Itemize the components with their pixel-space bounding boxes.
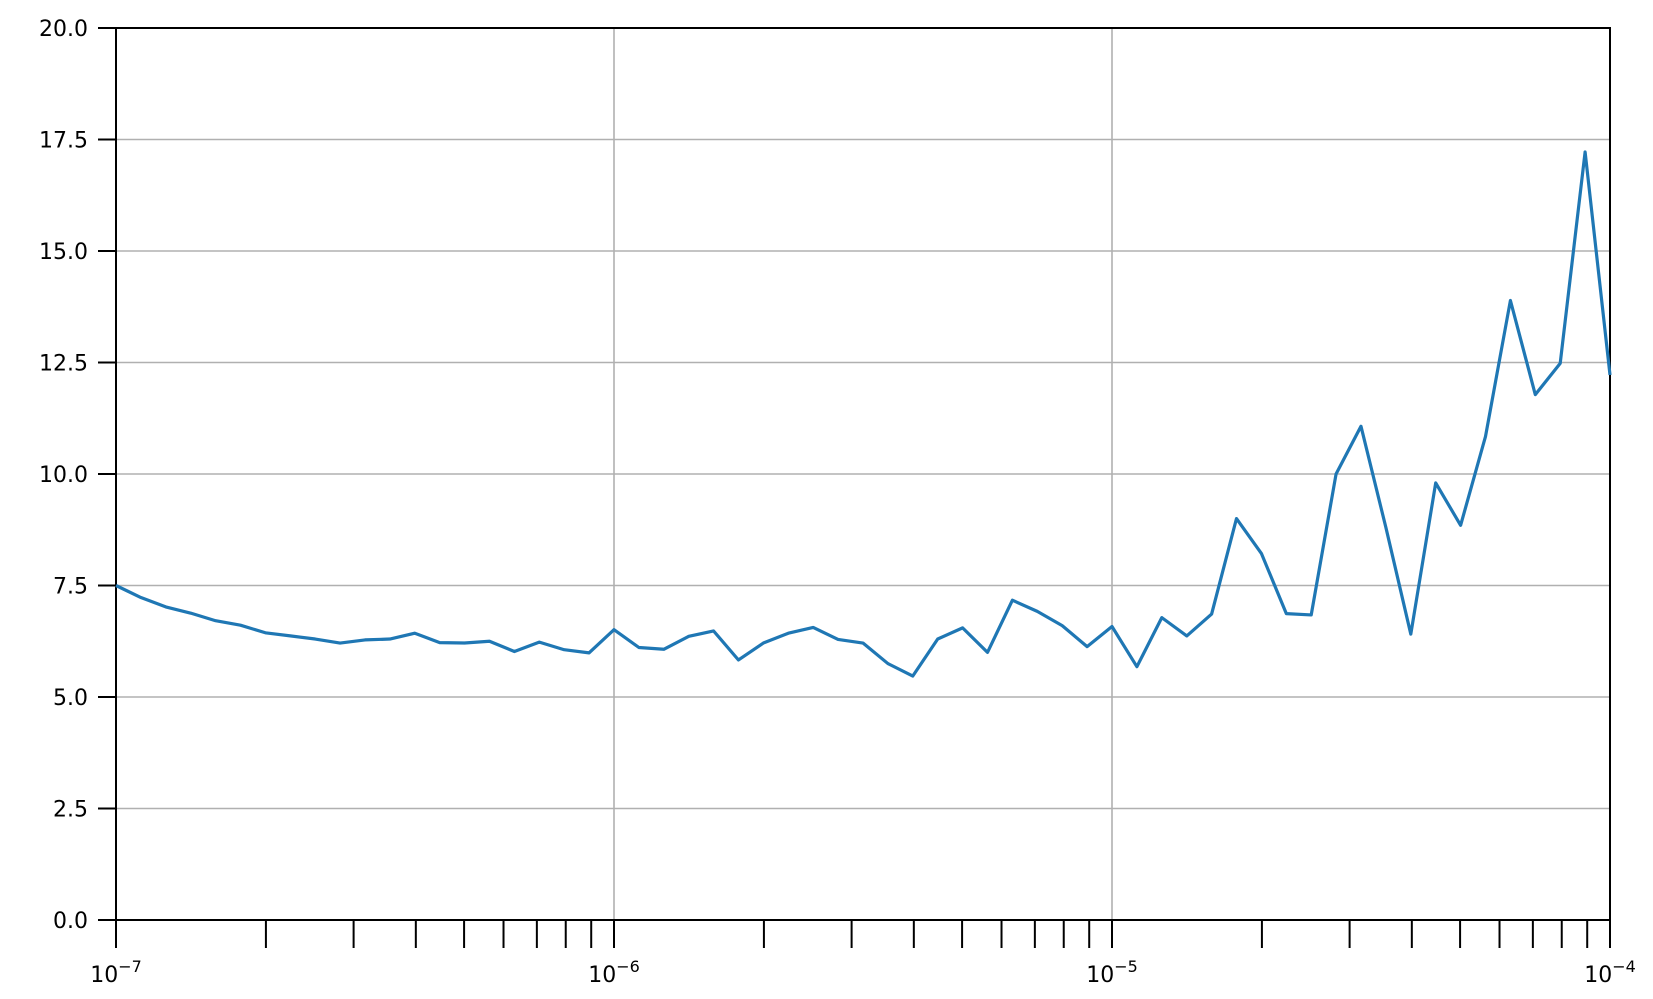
x-tick-label-exponent: −5	[1114, 957, 1138, 976]
minor-ticks	[264, 920, 1589, 948]
axes-frame	[115, 27, 1611, 921]
x-tick-label-base: 10	[1086, 963, 1114, 988]
x-tick-label-base: 10	[1584, 963, 1612, 988]
y-tick-label: 7.5	[53, 575, 88, 600]
y-tick-label: 12.5	[39, 352, 88, 377]
x-tick-label-exponent: −6	[616, 957, 640, 976]
y-tick-label: 5.0	[53, 686, 88, 711]
x-tick-label-base: 10	[90, 963, 118, 988]
x-tick-label: 10−4	[1584, 957, 1636, 988]
y-tick-label: 17.5	[39, 129, 88, 154]
series-group	[115, 150, 1612, 678]
x-tick-label-exponent: −7	[118, 957, 142, 976]
series-line	[115, 150, 1612, 678]
x-tick-label: 10−6	[588, 957, 640, 988]
x-tick-labels: 10−7 10−6 10−5 10−4	[90, 957, 1636, 988]
y-tick-label: 0.0	[53, 909, 88, 934]
y-tick-label: 15.0	[39, 240, 88, 265]
x-tick-label-base: 10	[588, 963, 616, 988]
y-tick-label: 20.0	[39, 17, 88, 42]
x-tick-label: 10−5	[1086, 957, 1138, 988]
grid-lines	[115, 27, 1611, 921]
x-tick-label-exponent: −4	[1612, 957, 1636, 976]
y-tick-label: 10.0	[39, 463, 88, 488]
x-tick-label: 10−7	[90, 957, 142, 988]
axes	[98, 27, 1611, 948]
y-tick-label: 2.5	[53, 798, 88, 823]
y-tick-labels: 0.0 2.5 5.0 7.5 10.0 12.5 15.0 17.5 20.0	[39, 17, 88, 934]
